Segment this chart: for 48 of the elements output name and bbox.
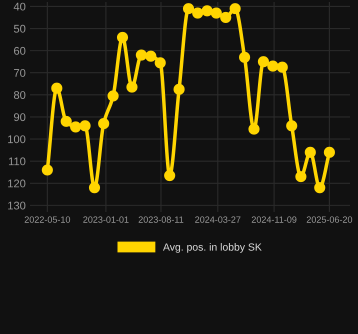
x-tick-label: 2025-06-20	[306, 216, 352, 223]
point	[220, 12, 232, 24]
point	[182, 3, 194, 14]
point	[295, 171, 306, 182]
point	[248, 124, 260, 135]
y-tick-label: 90	[14, 113, 26, 122]
point	[80, 120, 91, 132]
point	[202, 5, 213, 16]
point	[276, 62, 288, 73]
point	[154, 57, 166, 68]
point	[108, 90, 119, 102]
legend-label: Avg. pos. in lobby SK	[163, 243, 262, 253]
point	[267, 60, 278, 72]
point	[70, 121, 82, 132]
point	[126, 82, 138, 93]
x-tick-label: 2023-01-01	[83, 216, 129, 223]
point	[88, 182, 100, 194]
point	[145, 50, 156, 62]
point	[239, 52, 250, 63]
point	[136, 49, 147, 61]
point	[51, 82, 62, 94]
y-tick-label: 130	[8, 202, 26, 210]
point	[286, 120, 298, 132]
point	[192, 7, 204, 19]
point	[230, 3, 241, 14]
y-tick-label: 110	[8, 157, 26, 166]
point	[98, 118, 110, 130]
y-tick-label: 100	[8, 135, 26, 144]
y-tick-label: 120	[8, 180, 26, 188]
x-tick-label: 2024-03-27	[195, 216, 240, 223]
point	[210, 7, 222, 19]
point	[116, 32, 128, 43]
y-tick-label: 50	[14, 24, 26, 33]
point	[174, 84, 185, 95]
y-tick-label: 60	[14, 46, 26, 55]
point	[60, 116, 72, 127]
x-tick-label: 2024-11-09	[252, 216, 296, 223]
y-tick-label: 80	[14, 91, 26, 99]
x-tick-label: 2023-08-11	[138, 216, 184, 223]
x-tick-label: 2022-05-10	[24, 216, 70, 223]
point	[42, 164, 53, 176]
y-tick-label: 70	[14, 69, 26, 77]
point	[324, 146, 335, 158]
point	[164, 170, 176, 182]
point	[258, 56, 269, 68]
point	[314, 182, 326, 194]
y-tick-label: 40	[14, 2, 26, 11]
point	[304, 146, 316, 158]
